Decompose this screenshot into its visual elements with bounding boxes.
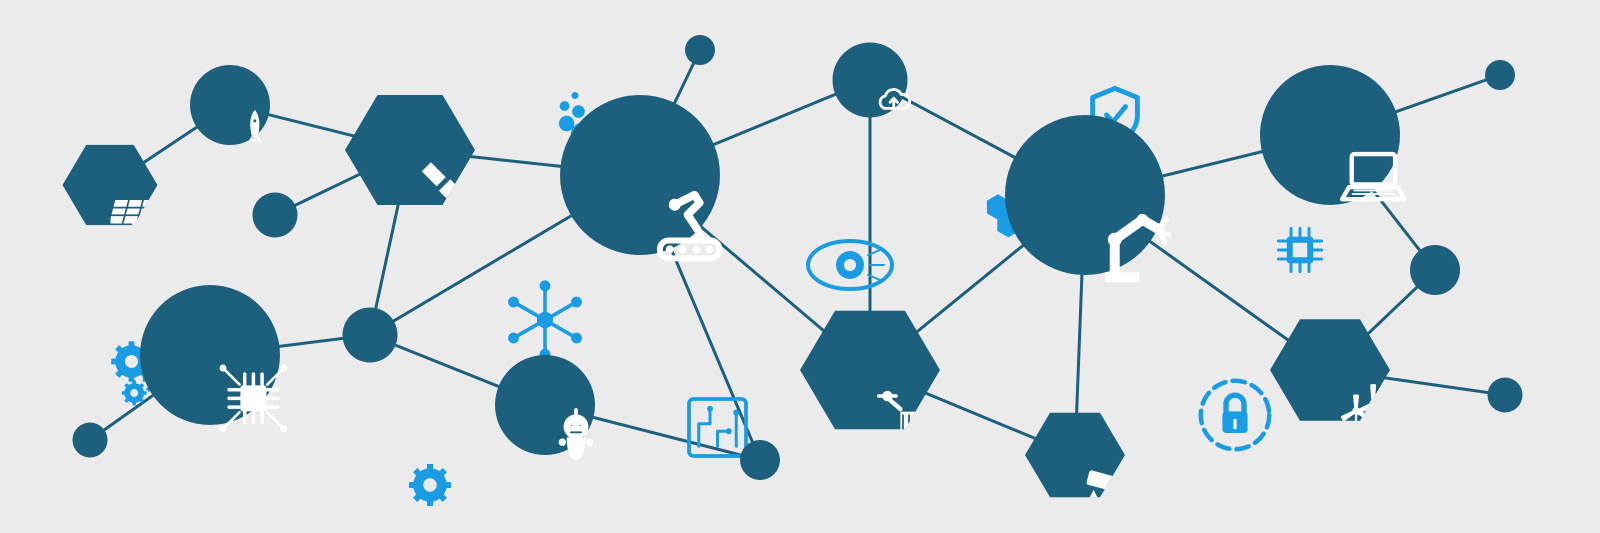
- node-dot7: [1488, 378, 1523, 413]
- node-dot1: [253, 193, 298, 238]
- node-dot3: [343, 308, 398, 363]
- node-dot8: [1485, 60, 1515, 90]
- node-laptop: [1260, 65, 1400, 205]
- node-cloud: [833, 43, 908, 118]
- node-dot2: [73, 423, 108, 458]
- node-arm1: [560, 95, 720, 255]
- node-dot6: [1410, 245, 1460, 295]
- node-arm2: [1005, 115, 1165, 275]
- node-chip-big: [140, 285, 280, 425]
- node-dot4: [685, 35, 715, 65]
- node-rocket: [190, 65, 270, 145]
- node-dot5: [740, 440, 780, 480]
- node-robot: [495, 355, 595, 455]
